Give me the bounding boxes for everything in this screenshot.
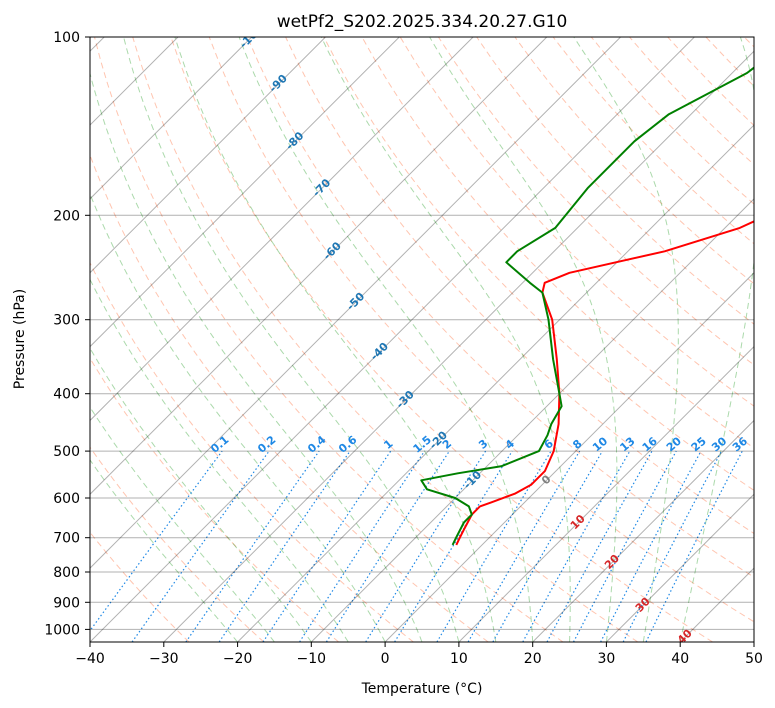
mixing-ratio-line: [572, 450, 677, 642]
moist-adiabat-line: [90, 71, 423, 642]
y-tick-label: 300: [53, 313, 80, 329]
temperature-profile-line: [455, 220, 754, 546]
dry-adiabats: [90, 37, 754, 642]
x-axis-label: Temperature (°C): [361, 681, 483, 697]
moist-adiabat-line: [429, 37, 618, 642]
isotherm-line: [384, 272, 754, 642]
mixing-ratio-line: [90, 450, 223, 632]
moist-adiabats: [90, 37, 754, 642]
y-axis-label: Pressure (hPa): [12, 289, 28, 389]
moist-adiabat-line: [90, 459, 238, 642]
moist-adiabat-line: [90, 278, 349, 642]
moist-adiabat-line: [679, 37, 754, 642]
isotherm-line: [90, 37, 326, 274]
mixing-ratio-line: [262, 450, 392, 642]
dry-adiabat-line: [285, 37, 754, 535]
y-tick-label: 400: [53, 387, 80, 403]
y-tick-label: 900: [53, 595, 80, 611]
y-tick-label: 600: [53, 491, 80, 507]
mixing-ratio-line: [299, 450, 425, 642]
moist-adiabat-line: [90, 192, 386, 642]
x-tick-label: −40: [75, 651, 105, 667]
isotherm-line: [90, 37, 695, 642]
moist-adiabat-line: [90, 406, 275, 642]
profiles: [420, 66, 754, 546]
dry-adiabat-line: [132, 37, 639, 642]
x-tick-label: 20: [524, 651, 542, 667]
moist-adiabat-line: [174, 37, 497, 642]
dry-adiabat-line: [90, 446, 265, 642]
dry-adiabat-line: [208, 37, 754, 623]
isotherm-line: [90, 37, 253, 200]
mixing-ratio-line: [394, 450, 513, 642]
isotherm-line: [237, 124, 754, 642]
moist-adiabat-line: [238, 37, 534, 642]
x-tick-label: −30: [149, 651, 179, 667]
mixing-ratio-line: [131, 450, 270, 642]
isotherm-line: [163, 50, 754, 642]
isotherm-line: [90, 37, 548, 495]
isotherm-line: [90, 37, 621, 569]
isotherm-line: [458, 345, 754, 642]
y-tick-label: 700: [53, 531, 80, 547]
isotherms: [90, 37, 754, 642]
dry-adiabat-line: [90, 357, 339, 642]
y-tick-label: 1000: [44, 622, 80, 638]
y-tick-label: 100: [53, 30, 80, 46]
mixing-ratio-line: [325, 450, 450, 642]
dewpoint-profile-line: [420, 66, 754, 546]
y-tick-label: 200: [53, 208, 80, 224]
isotherm-line: [532, 419, 754, 642]
x-axis: −40 −30 −20 −10 0 10 20 30 40 50: [75, 642, 763, 667]
mixing-ratio-lines: [90, 450, 743, 642]
isotherm-line: [310, 198, 754, 642]
mixing-ratio-line: [185, 450, 320, 642]
isotherm-line: [90, 37, 474, 422]
dry-adiabat-line: [170, 37, 713, 642]
x-tick-label: 50: [745, 651, 763, 667]
plot-frame: [89, 36, 755, 643]
y-axis: 100 200 300 400 500 600 700 800 900 1000: [44, 30, 90, 638]
mixing-ratio-line: [546, 450, 653, 642]
isotherm-line: [90, 37, 400, 348]
x-tick-label: 30: [597, 651, 615, 667]
moist-adiabat-line: [90, 347, 312, 642]
chart-title: wetPf2_S202.2025.334.20.27.G10: [277, 12, 568, 32]
isobars: [90, 37, 754, 630]
y-tick-label: 800: [53, 565, 80, 581]
dry-adiabat-line: [246, 37, 754, 578]
x-tick-label: 10: [450, 651, 468, 667]
y-tick-label: 500: [53, 444, 80, 460]
x-tick-label: −10: [297, 651, 327, 667]
dry-adiabat-line: [437, 37, 754, 366]
mixing-ratio-line: [522, 450, 631, 642]
moist-adiabat-line: [123, 37, 460, 642]
dry-adiabat-line: [514, 37, 754, 285]
dry-adiabat-line: [90, 261, 414, 642]
moist-adiabat-line: [320, 37, 571, 642]
x-tick-label: 0: [381, 651, 390, 667]
x-tick-label: 40: [671, 651, 689, 667]
isotherm-line: [606, 493, 754, 642]
x-tick-label: −20: [223, 651, 253, 667]
moist-adiabat-line: [573, 37, 679, 642]
mixing-ratio-line: [645, 450, 743, 642]
dry-adiabat-line: [94, 37, 564, 642]
mixing-ratio-line: [218, 450, 351, 642]
dry-adiabat-line: [476, 37, 754, 325]
dry-adiabat-line: [323, 37, 754, 491]
